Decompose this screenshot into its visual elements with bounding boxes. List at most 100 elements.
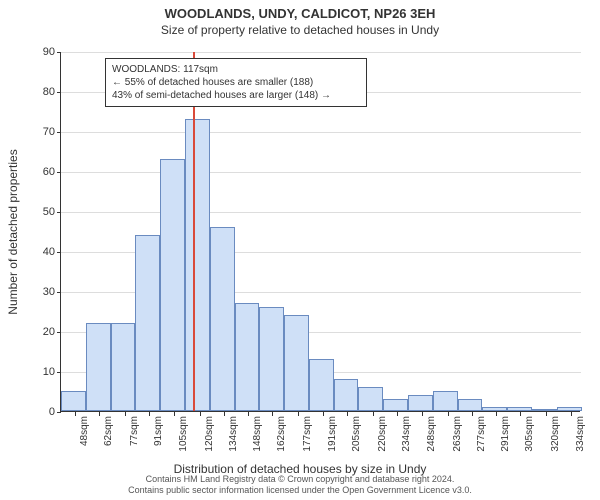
histogram-bar xyxy=(284,315,309,411)
y-tick-label: 30 xyxy=(27,286,55,298)
x-tick-label: 320sqm xyxy=(550,416,561,452)
x-tick-label: 105sqm xyxy=(178,416,189,452)
x-tick-label: 205sqm xyxy=(351,416,362,452)
x-tick-mark xyxy=(448,412,449,416)
footer-attribution: Contains HM Land Registry data © Crown c… xyxy=(0,474,600,497)
x-tick-label: 277sqm xyxy=(476,416,487,452)
annotation-line: 43% of semi-detached houses are larger (… xyxy=(112,89,360,102)
x-tick-mark xyxy=(298,412,299,416)
chart-title: WOODLANDS, UNDY, CALDICOT, NP26 3EH xyxy=(0,0,600,21)
x-tick-mark xyxy=(99,412,100,416)
footer-line-1: Contains HM Land Registry data © Crown c… xyxy=(0,474,600,485)
gridline xyxy=(61,172,581,173)
x-tick-mark xyxy=(546,412,547,416)
x-tick-mark xyxy=(496,412,497,416)
histogram-bar xyxy=(433,391,458,411)
annotation-line: WOODLANDS: 117sqm xyxy=(112,63,360,76)
x-tick-label: 148sqm xyxy=(252,416,263,452)
x-tick-mark xyxy=(224,412,225,416)
x-tick-label: 162sqm xyxy=(276,416,287,452)
x-tick-mark xyxy=(520,412,521,416)
x-tick-mark xyxy=(75,412,76,416)
y-tick-mark xyxy=(57,132,61,133)
histogram-bar xyxy=(235,303,260,411)
y-tick-label: 20 xyxy=(27,326,55,338)
x-tick-mark xyxy=(174,412,175,416)
x-tick-label: 120sqm xyxy=(204,416,215,452)
x-tick-label: 177sqm xyxy=(302,416,313,452)
y-tick-label: 10 xyxy=(27,366,55,378)
x-tick-mark xyxy=(397,412,398,416)
x-tick-mark xyxy=(472,412,473,416)
x-tick-label: 248sqm xyxy=(426,416,437,452)
x-tick-mark xyxy=(272,412,273,416)
y-tick-mark xyxy=(57,252,61,253)
x-tick-label: 77sqm xyxy=(129,416,140,446)
annotation-line: ← 55% of detached houses are smaller (18… xyxy=(112,76,360,89)
histogram-bar xyxy=(358,387,383,411)
x-tick-mark xyxy=(323,412,324,416)
y-tick-mark xyxy=(57,332,61,333)
x-tick-mark xyxy=(373,412,374,416)
y-tick-mark xyxy=(57,172,61,173)
x-tick-mark xyxy=(248,412,249,416)
y-tick-label: 40 xyxy=(27,246,55,258)
histogram-bar xyxy=(135,235,160,411)
x-tick-label: 334sqm xyxy=(575,416,586,452)
histogram-bar xyxy=(86,323,111,411)
histogram-bar xyxy=(111,323,136,411)
y-tick-mark xyxy=(57,372,61,373)
x-tick-label: 48sqm xyxy=(79,416,90,446)
histogram-bar xyxy=(160,159,185,411)
y-tick-label: 0 xyxy=(27,406,55,418)
x-tick-label: 305sqm xyxy=(524,416,535,452)
y-tick-mark xyxy=(57,412,61,413)
gridline xyxy=(61,132,581,133)
y-tick-mark xyxy=(57,52,61,53)
y-tick-label: 80 xyxy=(27,86,55,98)
histogram-bar xyxy=(408,395,433,411)
y-tick-label: 90 xyxy=(27,46,55,58)
y-tick-label: 70 xyxy=(27,126,55,138)
y-tick-mark xyxy=(57,292,61,293)
x-tick-label: 191sqm xyxy=(327,416,338,452)
gridline xyxy=(61,52,581,53)
gridline xyxy=(61,212,581,213)
x-tick-mark xyxy=(200,412,201,416)
histogram-bar xyxy=(482,407,507,411)
x-tick-label: 91sqm xyxy=(153,416,164,446)
histogram-bar xyxy=(334,379,359,411)
histogram-bar xyxy=(61,391,86,411)
chart-container: WOODLANDS, UNDY, CALDICOT, NP26 3EH Size… xyxy=(0,0,600,500)
plot-inner: 0102030405060708090WOODLANDS: 117sqm← 55… xyxy=(60,52,580,412)
x-tick-label: 291sqm xyxy=(500,416,511,452)
x-tick-mark xyxy=(149,412,150,416)
histogram-bar xyxy=(259,307,284,411)
histogram-bar xyxy=(458,399,483,411)
x-tick-mark xyxy=(125,412,126,416)
y-tick-mark xyxy=(57,92,61,93)
x-tick-label: 220sqm xyxy=(377,416,388,452)
x-tick-label: 134sqm xyxy=(228,416,239,452)
footer-line-2: Contains public sector information licen… xyxy=(0,485,600,496)
x-tick-mark xyxy=(347,412,348,416)
histogram-bar xyxy=(557,407,582,411)
x-tick-mark xyxy=(422,412,423,416)
y-tick-mark xyxy=(57,212,61,213)
histogram-bar xyxy=(532,409,557,411)
histogram-bar xyxy=(210,227,235,411)
y-axis-title: Number of detached properties xyxy=(6,149,20,314)
x-tick-label: 234sqm xyxy=(401,416,412,452)
histogram-bar xyxy=(383,399,408,411)
x-tick-label: 263sqm xyxy=(452,416,463,452)
histogram-bar xyxy=(507,407,532,411)
y-tick-label: 60 xyxy=(27,166,55,178)
x-tick-label: 62sqm xyxy=(103,416,114,446)
histogram-bar xyxy=(185,119,210,411)
histogram-bar xyxy=(309,359,334,411)
chart-subtitle: Size of property relative to detached ho… xyxy=(0,21,600,37)
annotation-box: WOODLANDS: 117sqm← 55% of detached house… xyxy=(105,58,367,107)
plot-area: 0102030405060708090WOODLANDS: 117sqm← 55… xyxy=(60,52,580,412)
x-tick-mark xyxy=(571,412,572,416)
y-tick-label: 50 xyxy=(27,206,55,218)
